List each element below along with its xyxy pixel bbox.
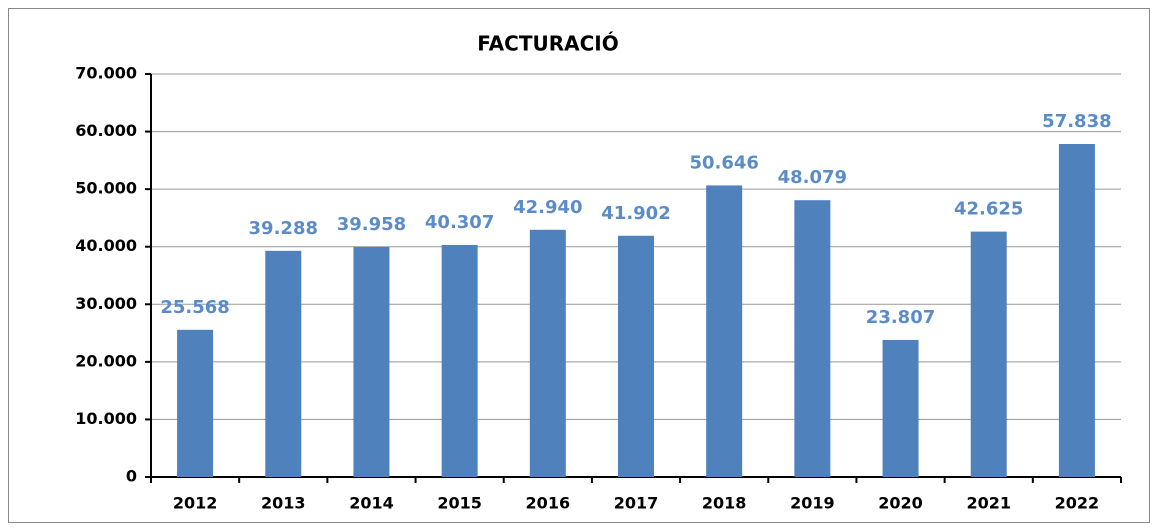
x-tick-label: 2014 xyxy=(349,494,394,513)
value-label: 39.288 xyxy=(249,218,318,239)
value-label: 48.079 xyxy=(778,167,847,188)
value-label: 25.568 xyxy=(160,297,229,318)
value-label: 41.902 xyxy=(601,203,670,224)
bar xyxy=(1058,144,1095,477)
y-tick-label: 70.000 xyxy=(75,64,137,83)
y-tick-label: 50.000 xyxy=(75,179,137,198)
x-tick-label: 2016 xyxy=(526,494,571,513)
x-tick-label: 2020 xyxy=(878,494,923,513)
y-tick-label: 40.000 xyxy=(75,236,137,255)
y-tick-label: 20.000 xyxy=(75,351,137,370)
x-tick-label: 2017 xyxy=(614,494,659,513)
value-label: 23.807 xyxy=(866,307,935,328)
y-tick-label: 60.000 xyxy=(75,121,137,140)
bar xyxy=(177,329,214,477)
bar xyxy=(794,200,831,477)
bar xyxy=(882,339,919,477)
x-tick-label: 2015 xyxy=(437,494,482,513)
bar xyxy=(441,244,478,477)
y-tick-label: 0 xyxy=(126,467,137,486)
value-label: 42.625 xyxy=(954,199,1023,220)
bar xyxy=(618,235,654,477)
y-tick-label: 10.000 xyxy=(75,409,137,428)
x-tick-label: 2018 xyxy=(702,494,747,513)
x-tick-label: 2012 xyxy=(173,494,218,513)
bar xyxy=(529,229,566,477)
value-label: 42.940 xyxy=(513,197,582,218)
value-label: 40.307 xyxy=(425,212,494,233)
x-tick-label: 2021 xyxy=(966,494,1011,513)
bar xyxy=(706,185,743,477)
bar xyxy=(353,246,390,477)
bar xyxy=(970,231,1007,477)
x-tick-label: 2013 xyxy=(261,494,306,513)
value-label: 50.646 xyxy=(689,152,758,173)
bar xyxy=(265,250,302,477)
x-tick-label: 2022 xyxy=(1055,494,1100,513)
value-label: 57.838 xyxy=(1042,111,1111,132)
x-tick-label: 2019 xyxy=(790,494,835,513)
y-tick-label: 30.000 xyxy=(75,294,137,313)
chart-title: FACTURACIÓ xyxy=(477,32,618,56)
value-label: 39.958 xyxy=(337,214,406,235)
